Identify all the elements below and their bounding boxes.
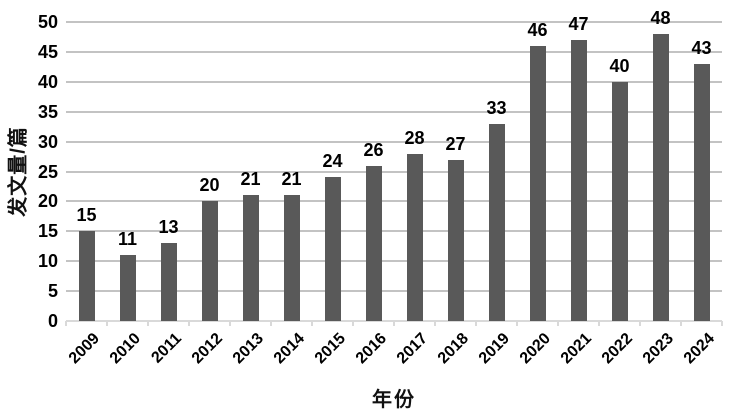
bar-value-label: 20 [199, 175, 220, 196]
bar-2021 [570, 39, 587, 321]
bar-2022 [611, 81, 628, 321]
bar-2018 [447, 159, 464, 321]
axis-tick [229, 321, 231, 326]
bar-2014 [283, 195, 300, 321]
gridline [66, 290, 722, 293]
axis-tick [680, 321, 682, 326]
bar-2019 [488, 123, 505, 321]
axis-tick [516, 321, 518, 326]
bar-value-label: 40 [609, 55, 630, 76]
axis-tick [106, 321, 108, 326]
axis-tick [475, 321, 477, 326]
x-tick-label: 2009 [65, 330, 103, 368]
x-tick-label: 2011 [147, 330, 185, 367]
y-tick-label: 15 [37, 221, 58, 242]
bar-value-label: 47 [568, 13, 589, 34]
x-tick-label: 2010 [106, 330, 144, 368]
bar-value-label: 48 [650, 7, 671, 28]
bar-2016 [365, 165, 382, 321]
bar-value-label: 15 [76, 205, 97, 226]
bar-value-label: 11 [117, 229, 138, 250]
x-tick-label: 2020 [516, 330, 554, 368]
bar-value-label: 33 [486, 97, 507, 118]
x-tick-label: 2021 [557, 330, 595, 368]
gridline [66, 260, 722, 263]
y-tick-label: 0 [47, 311, 58, 331]
x-tick-label: 2017 [393, 330, 431, 368]
y-tick-label: 10 [37, 251, 58, 272]
gridline [66, 21, 722, 23]
y-tick-label: 20 [37, 191, 58, 212]
bar-value-label: 26 [363, 139, 384, 160]
axis-tick [311, 321, 313, 326]
gridline [66, 110, 722, 113]
bar-2020 [529, 45, 546, 321]
x-tick-label: 2024 [680, 330, 718, 368]
bar-2015 [324, 177, 341, 321]
axis-tick [639, 321, 641, 326]
y-tick-label: 45 [37, 41, 58, 62]
y-tick-label: 40 [37, 71, 58, 92]
bar-2011 [160, 243, 177, 321]
x-axis-title: 年份 [372, 389, 416, 411]
gridline [66, 200, 722, 203]
y-tick-label: 5 [47, 281, 58, 302]
x-tick-label: 2019 [475, 330, 513, 368]
bar-2010 [119, 255, 136, 321]
bar-value-label: 46 [527, 19, 548, 40]
axis-tick [393, 321, 395, 326]
x-tick-label: 2022 [598, 330, 636, 368]
bar-value-label: 43 [691, 37, 712, 58]
bar-2013 [242, 195, 259, 321]
y-tick-label: 30 [37, 131, 58, 152]
bar-value-label: 24 [322, 151, 343, 172]
x-tick-label: 2014 [270, 330, 308, 368]
axis-tick [598, 321, 600, 326]
bar-value-label: 27 [445, 133, 466, 154]
bar-2017 [406, 153, 423, 321]
gridline [66, 230, 722, 233]
x-tick-label: 2015 [311, 330, 349, 368]
axis-tick [270, 321, 272, 326]
y-tick-label: 50 [37, 12, 58, 32]
y-tick-label: 35 [37, 101, 58, 122]
axis-tick [721, 321, 723, 326]
x-tick-label: 2012 [188, 330, 226, 368]
bar-value-label: 21 [240, 169, 261, 190]
gridline [66, 140, 722, 143]
axis-tick [65, 321, 67, 326]
axis-tick [147, 321, 149, 326]
axis-tick [434, 321, 436, 326]
bar-value-label: 13 [158, 217, 179, 238]
x-tick-label: 2018 [434, 330, 472, 368]
bar-value-label: 28 [404, 127, 425, 148]
gridline [66, 50, 722, 53]
gridline [66, 80, 722, 83]
bar-2009 [78, 231, 95, 321]
axis-tick [188, 321, 190, 326]
axis-tick [557, 321, 559, 326]
x-tick-label: 2016 [352, 330, 390, 368]
y-tick-label: 25 [37, 161, 58, 182]
bar-value-label: 21 [281, 169, 302, 190]
bar-2012 [201, 201, 218, 321]
axis-tick [352, 321, 354, 326]
bar-2023 [652, 33, 669, 321]
bar-2024 [693, 63, 710, 321]
x-tick-label: 2023 [639, 330, 677, 368]
gridline [66, 170, 722, 173]
x-tick-label: 2013 [229, 330, 267, 368]
